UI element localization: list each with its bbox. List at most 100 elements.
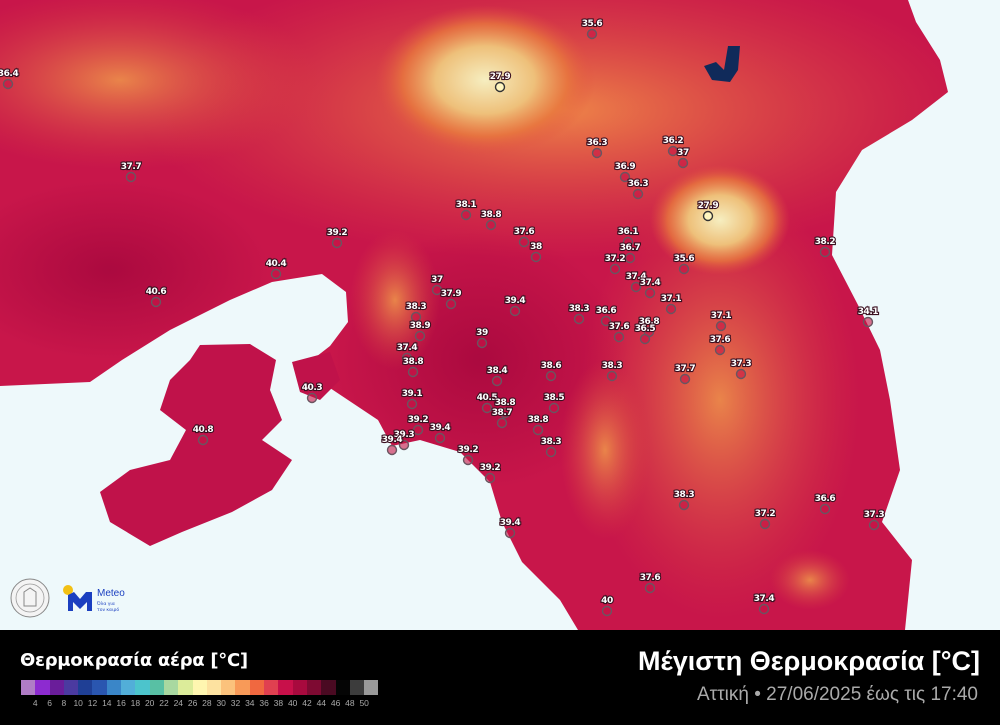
station-marker[interactable]: 34.1 [857,306,880,328]
station-marker[interactable]: 36.4 [0,68,20,90]
station-dot[interactable] [494,81,506,93]
station-dot[interactable] [485,219,497,231]
station-dot[interactable] [619,171,631,183]
station-dot[interactable] [600,315,612,327]
station-dot[interactable] [412,424,424,436]
station-marker[interactable]: 37.4 [396,342,419,364]
station-marker[interactable]: 38.3 [405,301,428,323]
station-marker[interactable]: 37.7 [120,161,143,183]
station-marker[interactable]: 38.9 [409,320,432,342]
station-dot[interactable] [481,402,493,414]
station-dot[interactable] [509,305,521,317]
station-dot[interactable] [491,375,503,387]
station-marker[interactable]: 39.4 [381,434,404,456]
station-marker[interactable]: 37.2 [754,508,777,530]
station-dot[interactable] [715,320,727,332]
station-marker[interactable]: 37 [676,147,690,169]
station-dot[interactable] [630,281,642,293]
station-dot[interactable] [532,424,544,436]
station-dot[interactable] [406,398,418,410]
station-dot[interactable] [414,330,426,342]
station-marker[interactable]: 40 [600,595,614,617]
station-marker[interactable]: 40.5 [476,392,499,414]
station-marker[interactable]: 36.5 [634,323,657,345]
station-dot[interactable] [407,366,419,378]
station-marker[interactable]: 40.4 [265,258,288,280]
station-dot[interactable] [591,147,603,159]
temperature-map[interactable]: 35.6 36.4 27.9 37.7 36.3 36.2 37 36.9 36.3 27.9 38… [0,0,1000,630]
station-marker[interactable]: 38.4 [486,365,509,387]
station-dot[interactable] [499,407,511,419]
station-marker[interactable]: 37 [430,274,444,296]
station-marker[interactable]: 37.3 [730,358,753,380]
station-dot[interactable] [496,417,508,429]
station-marker[interactable]: 37.1 [660,293,683,315]
station-dot[interactable] [644,287,656,299]
station-marker[interactable]: 38.8 [402,356,425,378]
station-marker[interactable]: 40.6 [145,286,168,308]
station-dot[interactable] [306,392,318,404]
station-dot[interactable] [401,352,413,364]
station-dot[interactable] [678,499,690,511]
station-dot[interactable] [462,454,474,466]
station-marker[interactable]: 38.2 [814,236,837,258]
station-marker[interactable]: 37.2 [604,253,627,275]
station-marker[interactable]: 39.2 [326,227,349,249]
station-marker[interactable]: 37.7 [674,363,697,385]
station-marker[interactable]: 37.4 [753,593,776,615]
station-dot[interactable] [548,402,560,414]
station-dot[interactable] [150,296,162,308]
station-dot[interactable] [518,236,530,248]
station-marker[interactable]: 38.3 [540,436,563,458]
station-marker[interactable]: 38.7 [491,407,514,429]
station-dot[interactable] [573,313,585,325]
station-marker[interactable]: 36.7 [619,242,642,264]
station-dot[interactable] [622,236,634,248]
station-dot[interactable] [702,210,714,222]
station-dot[interactable] [601,605,613,617]
station-dot[interactable] [665,303,677,315]
station-marker[interactable]: 39 [475,327,489,349]
station-dot[interactable] [624,252,636,264]
station-marker[interactable]: 37.6 [513,226,536,248]
station-dot[interactable] [632,188,644,200]
station-dot[interactable] [270,268,282,280]
station-marker[interactable]: 38.8 [527,414,550,436]
station-marker[interactable]: 36.1 [617,226,640,248]
station-marker[interactable]: 35.6 [673,253,696,275]
station-dot[interactable] [606,370,618,382]
station-marker[interactable]: 36.2 [662,135,685,157]
station-dot[interactable] [609,263,621,275]
station-marker[interactable]: 37.1 [710,310,733,332]
station-marker[interactable]: 39.2 [479,462,502,484]
station-dot[interactable] [678,263,690,275]
station-marker[interactable]: 27.9 [697,200,720,222]
station-marker[interactable]: 36.6 [595,305,618,327]
station-dot[interactable] [862,316,874,328]
station-marker[interactable]: 37.6 [639,572,662,594]
station-dot[interactable] [197,434,209,446]
station-marker[interactable]: 38.1 [455,199,478,221]
station-dot[interactable] [714,344,726,356]
station-dot[interactable] [644,582,656,594]
station-dot[interactable] [2,78,14,90]
station-marker[interactable]: 38.3 [568,303,591,325]
station-dot[interactable] [504,527,516,539]
station-marker[interactable]: 38.3 [601,360,624,382]
station-marker[interactable]: 39.1 [401,388,424,410]
station-marker[interactable]: 38.6 [540,360,563,382]
station-marker[interactable]: 35.6 [581,18,604,40]
station-dot[interactable] [434,432,446,444]
station-dot[interactable] [613,331,625,343]
station-dot[interactable] [460,209,472,221]
station-marker[interactable]: 39.4 [499,517,522,539]
station-marker[interactable]: 39.2 [407,414,430,436]
station-marker[interactable]: 36.3 [586,137,609,159]
station-dot[interactable] [410,311,422,323]
station-marker[interactable]: 40.3 [301,382,324,404]
station-marker[interactable]: 27.9 [489,71,512,93]
station-marker[interactable]: 40.8 [192,424,215,446]
station-dot[interactable] [868,519,880,531]
station-marker[interactable]: 37.4 [639,277,662,299]
station-dot[interactable] [759,518,771,530]
